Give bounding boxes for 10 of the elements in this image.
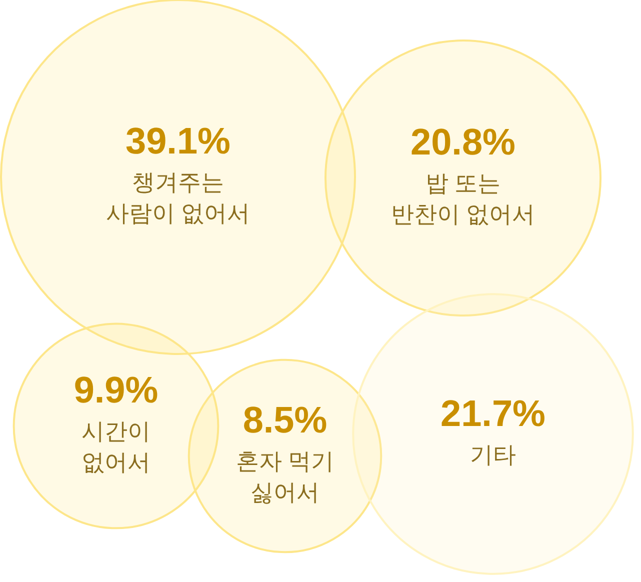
data-label: 9.9% [74, 370, 158, 410]
data-label: 8.5% [242, 400, 328, 440]
data-label: 20.8% [410, 122, 516, 162]
category-label: 밥 또는 반찬이 없어서 [390, 170, 536, 227]
category-label: 챙겨주는 사람이 없어서 [106, 169, 250, 226]
category-label: 혼자 먹기 싫어서 [236, 448, 334, 505]
data-label: 21.7% [440, 393, 546, 434]
category-label: 시간이 없어서 [82, 418, 150, 475]
category-label: 기타 [470, 442, 516, 468]
data-label: 39.1% [126, 120, 230, 162]
